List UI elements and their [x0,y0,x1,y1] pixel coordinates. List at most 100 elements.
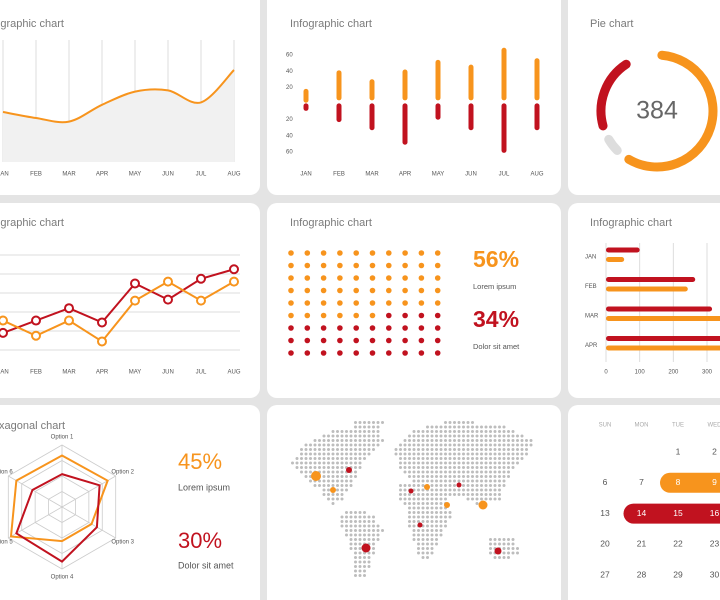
map-dot [403,484,407,487]
map-dot [435,443,438,447]
map-dot [408,443,411,447]
map-dot [498,466,501,469]
map-dot [498,538,501,541]
map-dot [466,448,470,451]
map-dot [516,461,519,465]
map-dot [480,443,483,447]
map-dot [484,488,488,492]
waffle-dot [288,275,294,281]
map-dot [435,493,438,496]
map-dot [367,439,371,442]
x-tick-label: FEB [333,172,345,178]
map-dot [421,466,425,469]
waffle-dot [386,312,392,319]
map-dot [502,538,506,541]
map-dot [516,457,519,460]
map-dot [304,457,308,460]
map-dot [426,430,429,433]
waffle-dot [402,312,408,319]
chart-title: Infographic chart [0,217,64,229]
map-dot [489,475,492,478]
y-tick-label: 20 [286,85,293,91]
map-dot [367,515,371,519]
map-dot [367,421,371,424]
map-dot [336,466,339,469]
weekday-label: TUE [672,423,684,429]
map-dot [516,551,519,555]
map-dot [295,461,299,465]
waffle-dot [369,250,376,256]
map-dot [354,547,357,550]
map-dot [327,434,330,438]
map-dot [372,547,375,550]
map-dot [363,434,366,438]
map-dot [426,542,429,546]
map-dot [331,493,335,496]
map-dot [412,443,416,447]
map-dot [318,479,321,483]
map-marker [478,500,488,510]
waffle-dot [402,350,408,356]
map-dot [498,443,501,447]
chart-title: Infographic chart [590,217,672,229]
map-dot [300,470,303,474]
map-dot [426,470,429,474]
y-tick-label: 20 [286,117,293,123]
day: 8 [676,477,681,487]
map-dot [426,425,429,429]
map-dot [421,479,425,483]
map-dot [408,439,411,442]
day: 21 [637,539,647,549]
map-dot [444,452,447,456]
map-dot [435,524,438,528]
map-dot [367,520,371,523]
map-dot [435,497,438,501]
map-dot [462,434,465,438]
waffle-dot [418,312,425,319]
map-dot [367,452,371,456]
map-dot [300,448,303,451]
map-dot [457,439,461,442]
map-dot [403,443,407,447]
map-dot [354,542,357,546]
map-dot [502,457,506,460]
map-dot [372,421,375,424]
map-dot [421,475,425,478]
map-dot [448,479,452,483]
map-dot [421,515,425,519]
map-dot [471,421,474,424]
bar [606,316,720,321]
map-dot [498,461,501,465]
map-dot [318,484,321,487]
map-dot [457,457,461,460]
map-dot [484,497,488,501]
map-dot [453,421,456,424]
waffle-dot [288,250,294,256]
map-dot [417,515,420,519]
map-dot [466,461,470,465]
card [568,405,720,600]
map-dot [507,461,510,465]
map-dot [457,448,461,451]
waffle-dot [434,275,441,281]
chart-title: Hexagonal chart [0,420,65,432]
map-dot [426,452,429,456]
map-dot [435,515,438,519]
x-tick-label: AUG [227,370,240,376]
map-dot [417,506,420,510]
map-dot [448,421,452,424]
map-dot [345,475,348,478]
map-dot [480,457,483,460]
waffle-dot [369,325,376,331]
map-dot [439,529,443,532]
map-dot [498,434,501,438]
map-dot [340,443,344,447]
map-dot [358,511,362,514]
map-dot [372,520,375,523]
map-dot [453,475,456,478]
map-dot [421,448,425,451]
map-dot [435,457,438,460]
map-dot [313,448,317,451]
map-dot [417,466,420,469]
map-dot [439,475,443,478]
